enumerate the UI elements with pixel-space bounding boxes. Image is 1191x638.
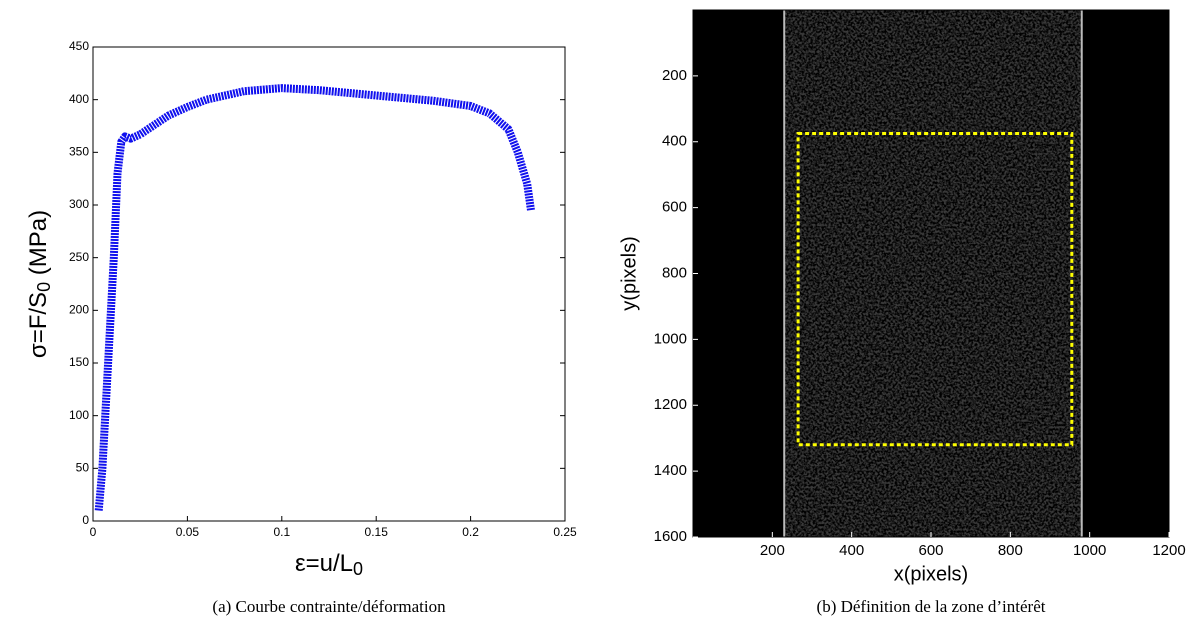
x-axis-label: x(pixels) [894, 563, 968, 585]
x-tick-label: 0 [90, 525, 97, 539]
x-tick-label: 0.2 [462, 525, 479, 539]
x-tick-label: 1200 [1152, 542, 1185, 559]
subscript: 0 [34, 282, 54, 292]
y-tick-label: 100 [69, 408, 89, 422]
y-tick-label: 1400 [654, 462, 687, 479]
y-tick-label: 400 [69, 92, 89, 106]
y-tick-label: 600 [662, 199, 687, 216]
x-tick-label: 1000 [1073, 542, 1106, 559]
x-tick-label: 800 [998, 542, 1023, 559]
y-tick-label: 250 [69, 250, 89, 264]
speckle [784, 10, 1082, 537]
label-part: (MPa) [25, 210, 52, 282]
y-tick-label: 200 [662, 67, 687, 84]
data-line [94, 84, 535, 511]
y-tick-label: 800 [662, 264, 687, 281]
roi [796, 132, 1074, 447]
axis-label: ε=u/L0 [295, 550, 363, 579]
y-axis-label: y(pixels) [618, 236, 640, 310]
y-tick-label: 1000 [654, 330, 687, 347]
axis-label: σ=F/S0 (MPa) [25, 210, 54, 358]
x-tick-label: 0.05 [176, 525, 200, 539]
y-tick-label: 400 [662, 133, 687, 150]
y-tick-label: 300 [69, 197, 89, 211]
y-tick-label: 0 [82, 513, 89, 527]
x-tick-label: 0.15 [365, 525, 389, 539]
label-part: ε=u/L [295, 550, 353, 577]
label-part: σ=F/S [25, 292, 52, 358]
x-tick-label: 0.1 [273, 525, 290, 539]
y-tick-label: 150 [69, 355, 89, 369]
y-tick-label: 1200 [654, 396, 687, 413]
caption: (a) Courbe contrainte/déformation [212, 597, 446, 616]
x-tick-label: 200 [760, 542, 785, 559]
y-tick-label: 450 [69, 39, 89, 53]
y-tick-label: 350 [69, 145, 89, 159]
caption: (b) Définition de la zone d’intérêt [817, 597, 1046, 616]
y-tick-label: 1600 [654, 528, 687, 545]
x-tick-label: 0.25 [553, 525, 577, 539]
y-tick-label: 200 [69, 303, 89, 317]
plot-frame [92, 46, 566, 522]
y-tick-label: 50 [76, 461, 90, 475]
subscript: 0 [353, 559, 363, 579]
x-tick-label: 400 [839, 542, 864, 559]
x-tick-label: 600 [918, 542, 943, 559]
image [693, 10, 1169, 537]
